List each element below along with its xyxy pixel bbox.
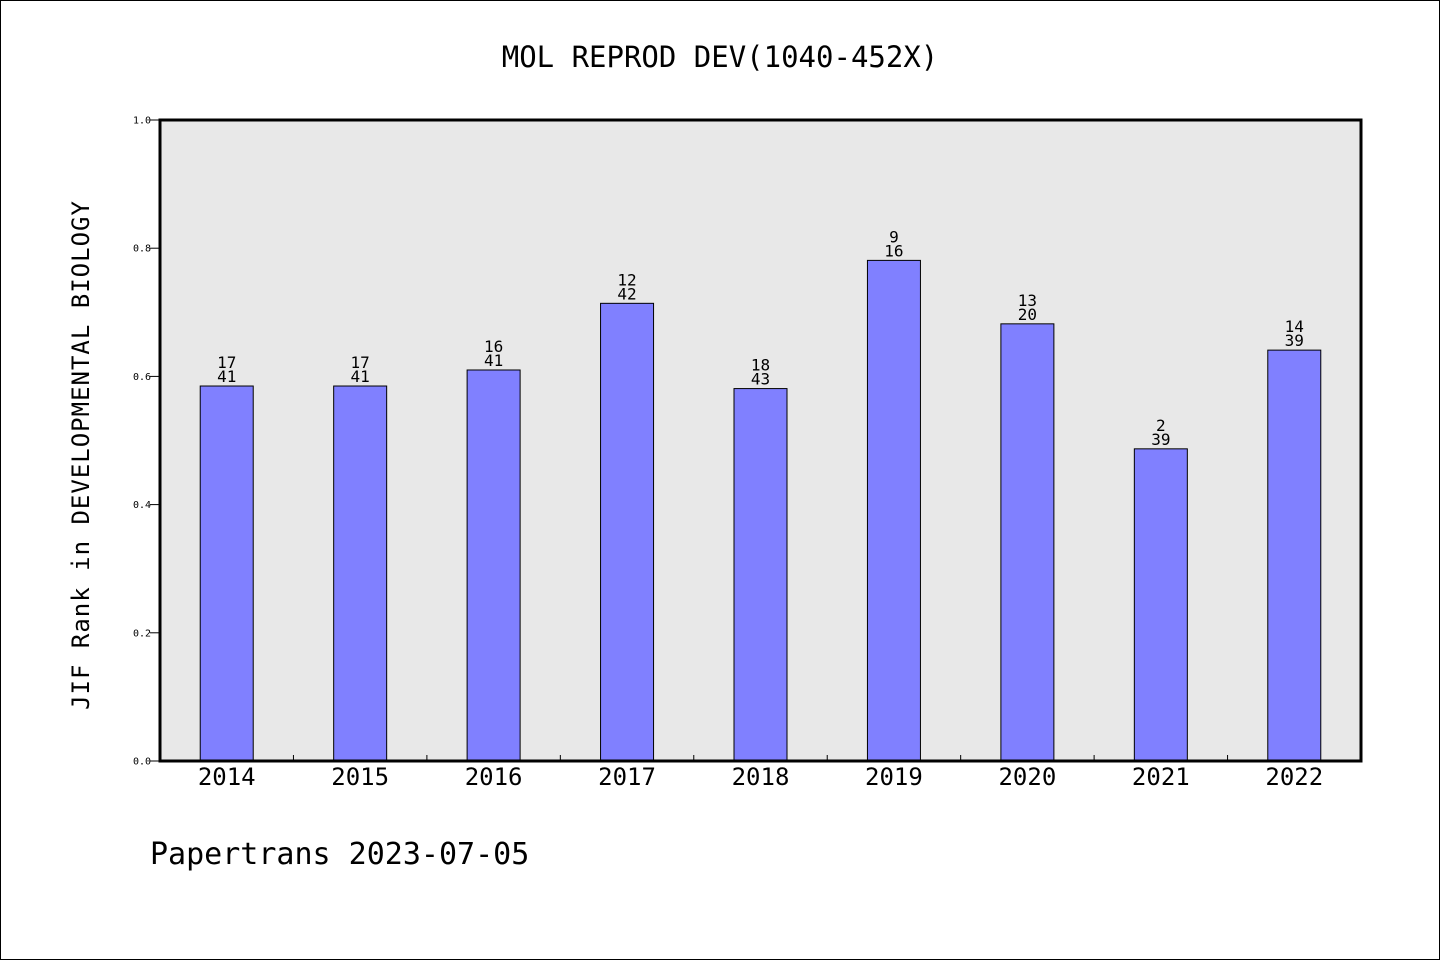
bar-label-rank: 12	[617, 270, 636, 289]
bar-label-rank: 17	[351, 353, 370, 372]
x-tick-label: 2015	[331, 763, 389, 791]
y-axis-label: JIF Rank in DEVELOPMENTAL BIOLOGY	[67, 200, 95, 710]
bar-label-total: 20	[1018, 305, 1037, 324]
y-tick-label: 0.8	[133, 244, 151, 255]
bar-2017	[600, 302, 655, 762]
bar-label-rank: 13	[1018, 291, 1037, 310]
bars	[199, 259, 1322, 762]
x-tick-label: 2022	[1265, 763, 1323, 791]
bar-label-total: 41	[217, 367, 236, 386]
y-tick-label: 0.2	[133, 628, 151, 639]
y-axis: 0.0 0.2 0.4 0.6 0.8 1.0	[133, 116, 160, 768]
y-tick-label: 0.4	[133, 500, 151, 511]
x-tick-label: 2016	[465, 763, 523, 791]
x-tick-label: 2018	[732, 763, 790, 791]
bar-2014	[199, 385, 254, 762]
x-tick-label: 2014	[198, 763, 256, 791]
bar-label-total: 43	[751, 370, 770, 389]
bar-label-rank: 14	[1285, 317, 1304, 336]
x-tick-label: 2020	[998, 763, 1056, 791]
x-tick-label: 2019	[865, 763, 923, 791]
chart-title: MOL REPROD DEV(1040-452X)	[502, 40, 939, 74]
x-tick-label: 2021	[1132, 763, 1190, 791]
bar-label-rank: 2	[1156, 416, 1166, 435]
bar-2015	[333, 385, 388, 762]
bar-label-total: 41	[484, 351, 503, 370]
bar-label-total: 39	[1151, 430, 1170, 449]
bar-label-total: 41	[351, 367, 370, 386]
footer-text: Papertrans 2023-07-05	[150, 837, 529, 872]
x-tick-label: 2017	[598, 763, 656, 791]
bar-2018	[733, 388, 788, 762]
x-axis: 2014 2015 2016 2017 2018 2019 2020 2021 2022	[198, 755, 1323, 791]
y-tick-label: 0.6	[133, 372, 151, 383]
bar-label-rank: 18	[751, 356, 770, 375]
bar-2016	[466, 369, 521, 762]
plot-border	[158, 118, 1363, 763]
bar-label-total: 16	[884, 241, 903, 260]
bar-2020	[1000, 323, 1055, 762]
y-tick-label: 0.0	[133, 757, 151, 768]
bar-label-rank: 9	[889, 227, 899, 246]
bar-2022	[1267, 349, 1322, 762]
bar-label-rank: 17	[217, 353, 236, 372]
y-tick-label: 1.0	[133, 116, 151, 127]
bar-2021	[1133, 448, 1188, 762]
bar-label-total: 39	[1285, 331, 1304, 350]
bar-label-total: 42	[617, 284, 636, 303]
bar-2019	[866, 259, 921, 762]
bar-label-rank: 16	[484, 337, 503, 356]
